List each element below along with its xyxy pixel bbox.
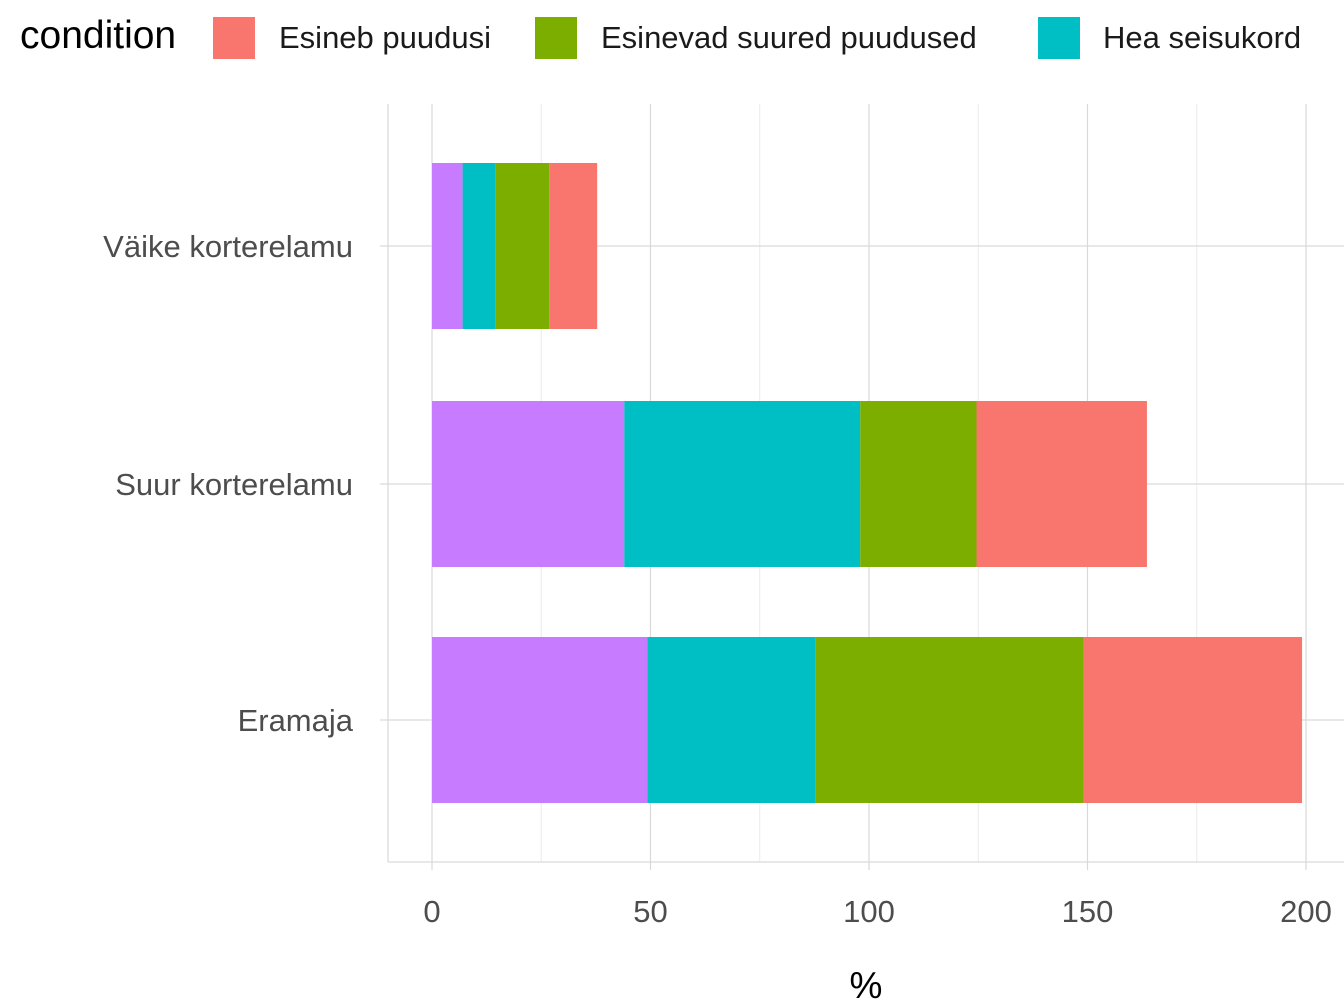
bar-segment [432, 401, 625, 567]
axes: Väike korterelamu Suur korterelamu Eramaja… [103, 104, 1344, 929]
bar-segment [462, 163, 496, 329]
bar-segment [624, 401, 861, 567]
legend-label-hea-seisukord: Hea seisukord [1103, 20, 1302, 55]
bar-segment [495, 163, 550, 329]
x-tick-label: 150 [1062, 894, 1114, 929]
bar-segment [976, 401, 1147, 567]
bars [432, 163, 1303, 803]
bar-segment [432, 637, 648, 803]
bar-segment [860, 401, 977, 567]
bar-segment [647, 637, 816, 803]
legend-key-hea-seisukord [1038, 17, 1080, 59]
legend-title: condition [20, 14, 177, 57]
y-tick-label: Eramaja [238, 703, 354, 738]
bar-segment [432, 163, 463, 329]
y-tick-label: Väike korterelamu [103, 229, 353, 264]
bar-segment [1083, 637, 1303, 803]
legend-label-esineb-puudusi: Esineb puudusi [279, 20, 491, 55]
bar-segment [815, 637, 1084, 803]
x-tick-label: 100 [843, 894, 895, 929]
x-axis-title: % [850, 965, 883, 1006]
x-tick-label: 0 [423, 894, 440, 929]
x-tick-label: 200 [1280, 894, 1332, 929]
bar-segment [549, 163, 598, 329]
y-tick-label: Suur korterelamu [115, 467, 353, 502]
legend-label-esinevad-suured-puudused: Esinevad suured puudused [601, 20, 977, 55]
legend-key-esineb-puudusi [213, 17, 255, 59]
x-tick-label: 50 [633, 894, 667, 929]
legend-key-esinevad-suured-puudused [535, 17, 577, 59]
